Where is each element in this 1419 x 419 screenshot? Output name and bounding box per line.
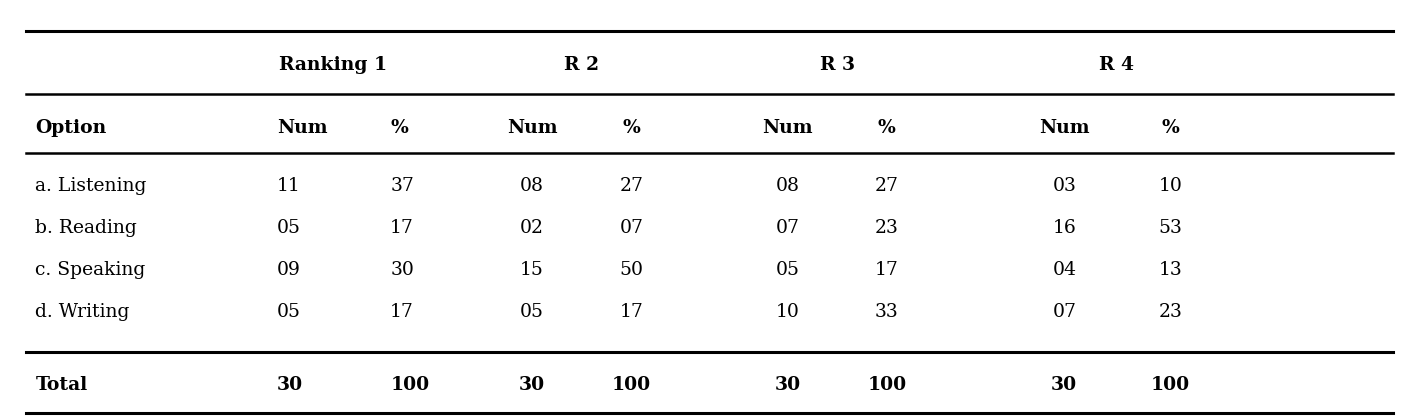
Text: 08: 08	[521, 178, 543, 195]
Text: 10: 10	[1159, 178, 1182, 195]
Text: 30: 30	[775, 377, 800, 394]
Text: %: %	[1162, 119, 1179, 137]
Text: b. Reading: b. Reading	[35, 220, 138, 237]
Text: c. Speaking: c. Speaking	[35, 261, 146, 279]
Text: R 4: R 4	[1100, 56, 1134, 74]
Text: 17: 17	[876, 261, 898, 279]
Text: a. Listening: a. Listening	[35, 178, 146, 195]
Text: 37: 37	[390, 178, 414, 195]
Text: 16: 16	[1053, 220, 1076, 237]
Text: 17: 17	[390, 303, 414, 321]
Text: 09: 09	[277, 261, 301, 279]
Text: 27: 27	[876, 178, 898, 195]
Text: 23: 23	[1159, 303, 1182, 321]
Text: 100: 100	[612, 377, 651, 394]
Text: 05: 05	[277, 303, 301, 321]
Text: 11: 11	[277, 178, 301, 195]
Text: 07: 07	[620, 220, 643, 237]
Text: 33: 33	[876, 303, 898, 321]
Text: 13: 13	[1159, 261, 1182, 279]
Text: 30: 30	[390, 261, 414, 279]
Text: 50: 50	[620, 261, 643, 279]
Text: 05: 05	[521, 303, 543, 321]
Text: 53: 53	[1159, 220, 1182, 237]
Text: 05: 05	[277, 220, 301, 237]
Text: 30: 30	[1051, 377, 1077, 394]
Text: 07: 07	[776, 220, 799, 237]
Text: Num: Num	[762, 119, 813, 137]
Text: R 3: R 3	[820, 56, 854, 74]
Text: d. Writing: d. Writing	[35, 303, 131, 321]
Text: 05: 05	[776, 261, 799, 279]
Text: 100: 100	[1151, 377, 1191, 394]
Text: 15: 15	[521, 261, 543, 279]
Text: 100: 100	[390, 377, 430, 394]
Text: %: %	[623, 119, 640, 137]
Text: %: %	[390, 119, 409, 137]
Text: 10: 10	[776, 303, 799, 321]
Text: 08: 08	[776, 178, 799, 195]
Text: 17: 17	[390, 220, 414, 237]
Text: 30: 30	[519, 377, 545, 394]
Text: R 2: R 2	[565, 56, 599, 74]
Text: %: %	[878, 119, 895, 137]
Text: 27: 27	[620, 178, 643, 195]
Text: Num: Num	[1039, 119, 1090, 137]
Text: 03: 03	[1053, 178, 1076, 195]
Text: 30: 30	[277, 377, 302, 394]
Text: 02: 02	[521, 220, 543, 237]
Text: Ranking 1: Ranking 1	[280, 56, 387, 74]
Text: 23: 23	[876, 220, 898, 237]
Text: 100: 100	[867, 377, 907, 394]
Text: Option: Option	[35, 119, 106, 137]
Text: 07: 07	[1053, 303, 1076, 321]
Text: Total: Total	[35, 377, 88, 394]
Text: Num: Num	[277, 119, 328, 137]
Text: 17: 17	[620, 303, 643, 321]
Text: Num: Num	[507, 119, 558, 137]
Text: 04: 04	[1053, 261, 1076, 279]
